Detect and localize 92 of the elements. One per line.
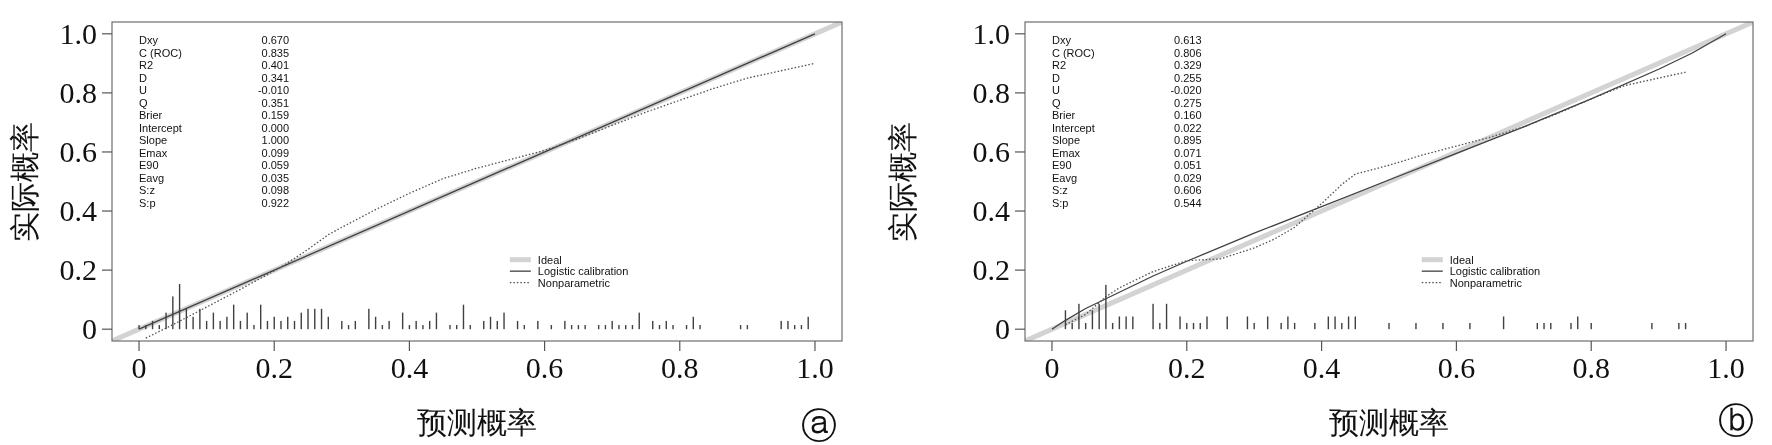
x-tick-label: 0.8 (661, 351, 699, 384)
annotation: Dxy (1051, 34, 1072, 46)
annotation: 0.071 (1174, 146, 1202, 159)
annotation: Dxy (139, 34, 159, 46)
annotation: Emax (139, 146, 168, 159)
x-tick-label: 0 (131, 351, 147, 384)
annotation: Brier (1051, 109, 1076, 121)
x-tick-label: 0.4 (390, 351, 429, 384)
y-tick-label: 1.0 (972, 16, 1010, 50)
annotation: 0.835 (261, 46, 290, 59)
x-tick-label: 0 (1044, 351, 1060, 384)
y-tick-label: 0.4 (59, 194, 97, 228)
text: ⓑ (1718, 399, 1754, 441)
annotation: R2 (1051, 59, 1067, 71)
annotation: 0.613 (1174, 34, 1202, 46)
annotation: S:p (139, 196, 156, 209)
annotation: -0.020 (1170, 84, 1202, 96)
x-tick-label: 0.8 (1572, 351, 1610, 384)
legend-label: Logistic calibration (537, 265, 629, 278)
annotation: E90 (1051, 159, 1072, 171)
y-tick-label: 0.6 (59, 134, 97, 168)
annotation: 0.051 (1174, 159, 1202, 171)
annotation: 0.275 (1174, 96, 1202, 109)
annotation: U (1051, 84, 1060, 96)
legend-label: Nonparametric (1449, 276, 1523, 289)
annotation: 0.341 (261, 71, 290, 84)
annotation: 0.099 (261, 146, 290, 159)
legend-label: Nonparametric (537, 276, 611, 289)
annotation: 0.160 (1174, 109, 1202, 121)
annotation: 0.255 (1174, 71, 1202, 84)
annotation: Slope (139, 134, 168, 146)
annotation: 0.606 (1174, 184, 1202, 196)
annotation: 0.059 (261, 159, 290, 171)
y-tick-label: 0.2 (972, 253, 1010, 287)
annotation: E90 (139, 159, 159, 171)
x-axis-title: 预测概率 (417, 406, 537, 439)
y-tick-label: 0 (995, 312, 1010, 346)
x-tick-label: 0.2 (255, 351, 293, 384)
annotation: 0.329 (1174, 59, 1202, 71)
annotation: 0.806 (1174, 46, 1202, 59)
annotation: 0.895 (1174, 134, 1202, 146)
annotation: 0.022 (1174, 121, 1202, 134)
legend-label: Ideal (1449, 253, 1474, 266)
annotation: Q (1051, 96, 1061, 109)
x-tick-label: 0.4 (1302, 351, 1341, 384)
annotation: 0.035 (261, 171, 290, 184)
annotation: 0.351 (261, 96, 290, 109)
annotation: Q (139, 96, 149, 109)
annotation: R2 (139, 59, 154, 71)
annotation: 0.098 (261, 184, 290, 196)
annotation: Intercept (139, 121, 182, 134)
y-tick-label: 0.2 (59, 253, 97, 287)
annotation: 0.922 (261, 196, 290, 209)
annotation: 0.544 (1174, 196, 1202, 209)
x-tick-label: 0.2 (1168, 351, 1206, 384)
annotation: S:z (1051, 184, 1068, 196)
legend-label: Logistic calibration (1449, 265, 1541, 278)
y-tick-label: 1.0 (59, 16, 97, 50)
annotation: D (1051, 71, 1060, 84)
x-axis-title: 预测概率 (1329, 406, 1449, 439)
annotation: Eavg (139, 171, 165, 184)
annotation: 0.670 (261, 34, 290, 46)
annotation: Brier (139, 109, 163, 121)
y-tick-label: 0 (82, 312, 97, 346)
annotation: C (ROC) (139, 46, 182, 59)
text: ⓐ (801, 404, 837, 445)
y-tick-label: 0.8 (59, 75, 97, 109)
annotation: Eavg (1051, 171, 1078, 184)
annotation: D (139, 71, 148, 84)
y-axis-title: 实际概率 (885, 121, 919, 242)
annotation: S:p (1051, 196, 1069, 209)
annotation: 0.000 (261, 121, 290, 134)
y-tick-label: 0.8 (972, 75, 1010, 109)
annotation: 1.000 (261, 134, 290, 146)
annotation: Slope (1051, 134, 1081, 146)
x-tick-label: 1.0 (1707, 351, 1745, 384)
annotation: Intercept (1051, 121, 1095, 134)
y-tick-label: 0.6 (972, 134, 1010, 168)
x-tick-label: 0.6 (1437, 351, 1476, 384)
annotation: S:z (139, 184, 155, 196)
annotation: 0.029 (1174, 171, 1202, 184)
annotation: 0.159 (261, 109, 290, 121)
y-axis-title: 实际概率 (7, 121, 41, 242)
annotation: -0.010 (257, 84, 290, 96)
annotation: C (ROC) (1051, 46, 1095, 59)
x-tick-label: 0.6 (525, 351, 564, 384)
annotation: Emax (1051, 146, 1081, 159)
annotation: U (139, 84, 148, 96)
annotation: 0.401 (261, 59, 290, 71)
legend-label: Ideal (537, 253, 562, 266)
y-tick-label: 0.4 (972, 194, 1010, 228)
x-tick-label: 1.0 (796, 351, 834, 384)
